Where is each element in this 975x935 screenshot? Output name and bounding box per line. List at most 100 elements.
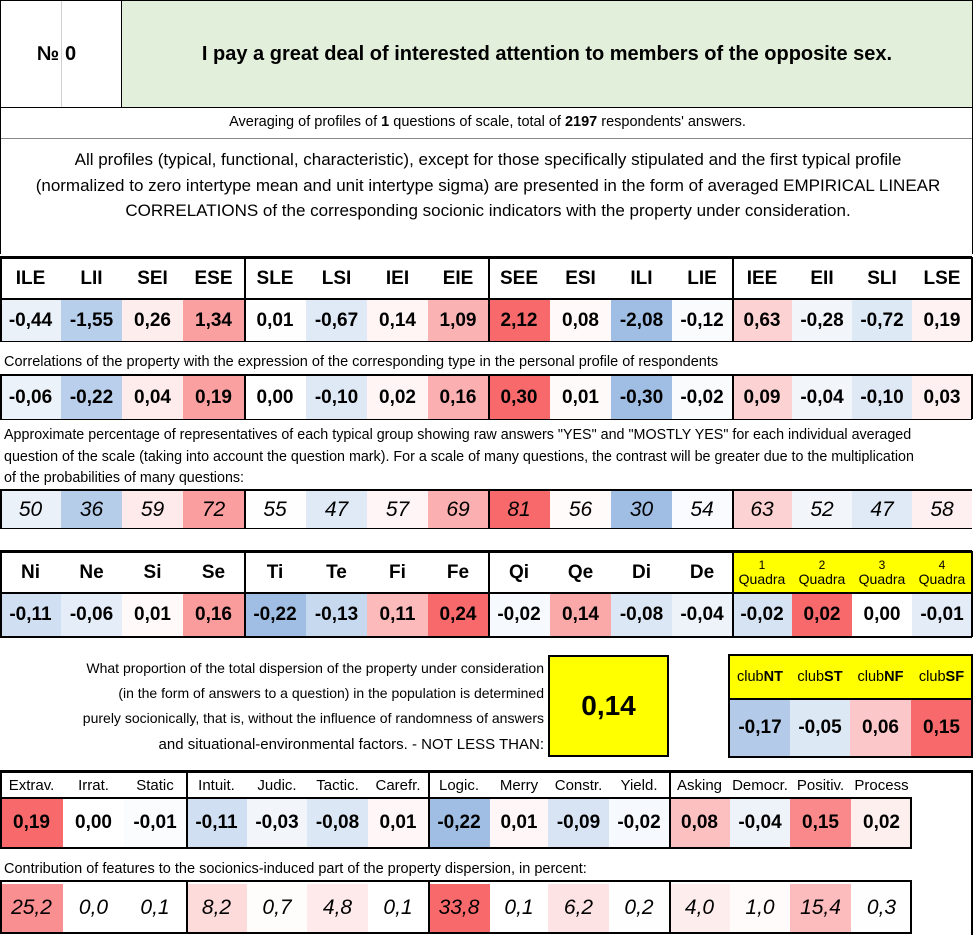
club-value: -0,05 xyxy=(790,700,850,756)
type-label-sei: SEI xyxy=(137,268,168,289)
function-label-qe: Qe xyxy=(567,562,594,583)
trait-contribution: 8,2 xyxy=(186,884,247,932)
trait-label: Positiv. xyxy=(796,776,845,794)
dispersion-line-2: (in the form of answers to a question) i… xyxy=(118,685,544,701)
type-normalized-value: 0,08 xyxy=(550,300,611,341)
traits-top xyxy=(0,770,972,773)
page-right xyxy=(971,770,973,935)
traits-group-divider xyxy=(669,771,671,849)
trait-contribution: 0,3 xyxy=(851,884,912,932)
types-values-bottom xyxy=(0,341,972,342)
functions-top xyxy=(0,550,972,553)
dispersion-value-box: 0,14 xyxy=(548,655,669,757)
quadra-value: 0,02 xyxy=(792,594,852,636)
quadra-header-4: 4 Quadra xyxy=(912,552,972,592)
function-value: 0,16 xyxy=(183,594,244,636)
type-normalized-value: -0,28 xyxy=(792,300,852,341)
pct-group-divider xyxy=(0,489,2,528)
trait-contribution: 0,1 xyxy=(124,884,186,932)
type-correlation-value: -0,10 xyxy=(852,376,912,419)
club-header-nt: club NT xyxy=(730,656,790,698)
types-label-bottom xyxy=(0,298,972,300)
clubs-left xyxy=(728,654,730,758)
type-percent-value: 54 xyxy=(672,491,732,528)
type-normalized-value: 1,34 xyxy=(183,300,244,341)
trait-value: 0,01 xyxy=(368,799,428,847)
type-normalized-value: 2,12 xyxy=(488,300,550,341)
type-correlation-value: 0,04 xyxy=(122,376,183,419)
contribution-caption: Contribution of features to the sociоnic… xyxy=(4,861,587,877)
dispersion-line-1: What proportion of the total dispersion … xyxy=(86,660,544,676)
type-label-lii: LII xyxy=(80,268,103,289)
header-box xyxy=(0,0,973,108)
trait-label: Judic. xyxy=(257,776,297,794)
type-correlation-value: -0,02 xyxy=(672,376,732,419)
club-prefix: club xyxy=(737,669,764,685)
type-percent-value: 52 xyxy=(792,491,852,528)
club-value: 0,15 xyxy=(911,700,972,756)
trait-label: Static xyxy=(136,776,174,794)
type-correlation-value: -0,30 xyxy=(611,376,672,419)
quadra-word: Quadra xyxy=(918,571,966,587)
function-value: -0,22 xyxy=(244,594,306,636)
functions-divider xyxy=(488,551,490,637)
types-group-divider xyxy=(244,257,246,341)
club-header-st: club ST xyxy=(790,656,850,698)
trait-contribution: 0,2 xyxy=(609,884,669,932)
traits-label-bottom xyxy=(0,797,912,799)
trait-label: Democr. xyxy=(732,776,788,794)
club-prefix: club xyxy=(797,669,825,685)
corr-group-divider xyxy=(244,374,246,419)
trait-value: 0,01 xyxy=(490,799,548,847)
trait-value: 0,02 xyxy=(851,799,912,847)
quadra-word: Quadra xyxy=(858,571,906,587)
trait-value: 0,15 xyxy=(790,799,851,847)
corr-group-divider xyxy=(488,374,490,419)
types-group-divider xyxy=(488,257,490,341)
function-label-ne: Ne xyxy=(79,562,104,583)
club-header-sf: club SF xyxy=(911,656,972,698)
contrib-group-divider xyxy=(0,880,2,934)
trait-label: Logic. xyxy=(438,776,480,794)
type-normalized-value: 0,01 xyxy=(244,300,306,341)
traits-group-divider xyxy=(428,771,430,849)
types-top-border xyxy=(0,256,972,259)
contrib-bottom xyxy=(0,932,912,934)
trait-value: -0,22 xyxy=(428,799,490,847)
type-percent-value: 56 xyxy=(550,491,611,528)
type-percent-value: 47 xyxy=(306,491,367,528)
function-label-ti: Ti xyxy=(266,562,284,583)
pct-group-divider xyxy=(244,489,246,528)
type-normalized-value: -0,67 xyxy=(306,300,367,341)
functions-divider xyxy=(971,551,973,637)
clubs-mid xyxy=(728,698,973,700)
quadra-number: 3 xyxy=(878,558,886,572)
function-label-de: De xyxy=(689,562,715,583)
trait-contribution: 6,2 xyxy=(548,884,609,932)
type-label-ese: ESE xyxy=(194,268,233,289)
trait-value: -0,02 xyxy=(609,799,669,847)
function-value: 0,01 xyxy=(122,594,183,636)
function-value: 0,11 xyxy=(367,594,428,636)
quadra-value: 0,00 xyxy=(852,594,912,636)
trait-label: Asking xyxy=(676,776,723,794)
pct-group-divider xyxy=(488,489,490,528)
trait-value: -0,09 xyxy=(548,799,609,847)
function-value: -0,08 xyxy=(611,594,672,636)
functions-divider xyxy=(0,551,2,637)
type-correlation-value: 0,02 xyxy=(367,376,428,419)
type-label-ile: ILE xyxy=(15,268,46,289)
type-percent-value: 63 xyxy=(732,491,792,528)
corr-group-divider xyxy=(732,374,734,419)
clubs-right xyxy=(971,654,973,758)
question-number: 0 xyxy=(65,42,77,65)
function-value: -0,04 xyxy=(672,594,732,636)
type-normalized-value: 0,26 xyxy=(122,300,183,341)
quadra-number: 2 xyxy=(818,558,826,572)
dispersion-line-3: purely socionically, that is, without th… xyxy=(82,710,544,726)
question-title-cell: I pay a great deal of interested attenti… xyxy=(121,1,972,107)
corr-right xyxy=(971,374,973,419)
function-value: 0,14 xyxy=(550,594,611,636)
quadra-header-3: 3 Quadra xyxy=(852,552,912,592)
trait-label: Extrav. xyxy=(8,776,55,794)
